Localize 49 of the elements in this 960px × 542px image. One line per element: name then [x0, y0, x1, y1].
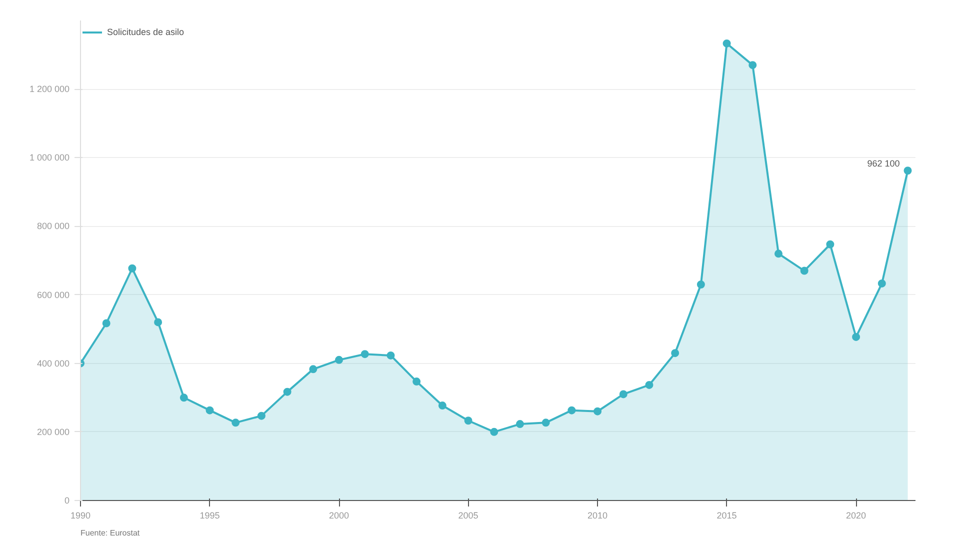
- point: [360, 350, 369, 358]
- point: [412, 378, 421, 386]
- x-tick-label: 2010: [588, 510, 608, 520]
- point: [878, 279, 886, 288]
- point: [180, 394, 188, 402]
- x-tick-label: 1990: [70, 510, 91, 520]
- point: [309, 365, 318, 374]
- data-label: 962 100: [867, 158, 900, 169]
- point: [594, 407, 602, 416]
- x-tick-label: 2005: [458, 510, 478, 520]
- point: [826, 240, 834, 248]
- point: [800, 266, 808, 275]
- point: [904, 166, 912, 175]
- y-tick-label: 1 000 000: [29, 152, 70, 163]
- point: [438, 402, 446, 410]
- x-tick-label: 2020: [846, 510, 866, 520]
- point: [128, 264, 136, 272]
- point: [852, 332, 860, 341]
- y-tick-label: 200 000: [36, 426, 70, 437]
- point: [464, 416, 472, 425]
- point: [154, 318, 162, 326]
- point: [206, 406, 214, 414]
- point: [102, 319, 110, 328]
- point: [490, 428, 498, 436]
- source-note: Fuente: Eurostat: [80, 528, 140, 538]
- point: [516, 420, 524, 428]
- point: [386, 351, 395, 360]
- point: [696, 280, 705, 288]
- y-tick-label: 800 000: [36, 221, 70, 232]
- point: [645, 380, 654, 389]
- y-tick-label: 400 000: [36, 358, 70, 368]
- x-tick-label: 1995: [200, 510, 220, 520]
- point: [568, 406, 576, 414]
- x-tick-label: 2015: [716, 510, 737, 520]
- y-tick-label: 1 200 000: [29, 84, 70, 94]
- point: [232, 418, 240, 427]
- point: [257, 412, 266, 420]
- point: [722, 39, 731, 48]
- point: [335, 356, 344, 364]
- point: [774, 250, 782, 258]
- x-tick-label: 2000: [329, 510, 350, 520]
- point: [748, 61, 757, 70]
- point: [542, 418, 550, 427]
- legend-label: Solicitudes de asilo: [107, 27, 184, 37]
- point: [619, 390, 628, 398]
- point: [283, 388, 292, 396]
- y-tick-label: 0: [64, 496, 70, 506]
- y-tick-label: 600 000: [36, 290, 70, 300]
- point: [671, 349, 680, 358]
